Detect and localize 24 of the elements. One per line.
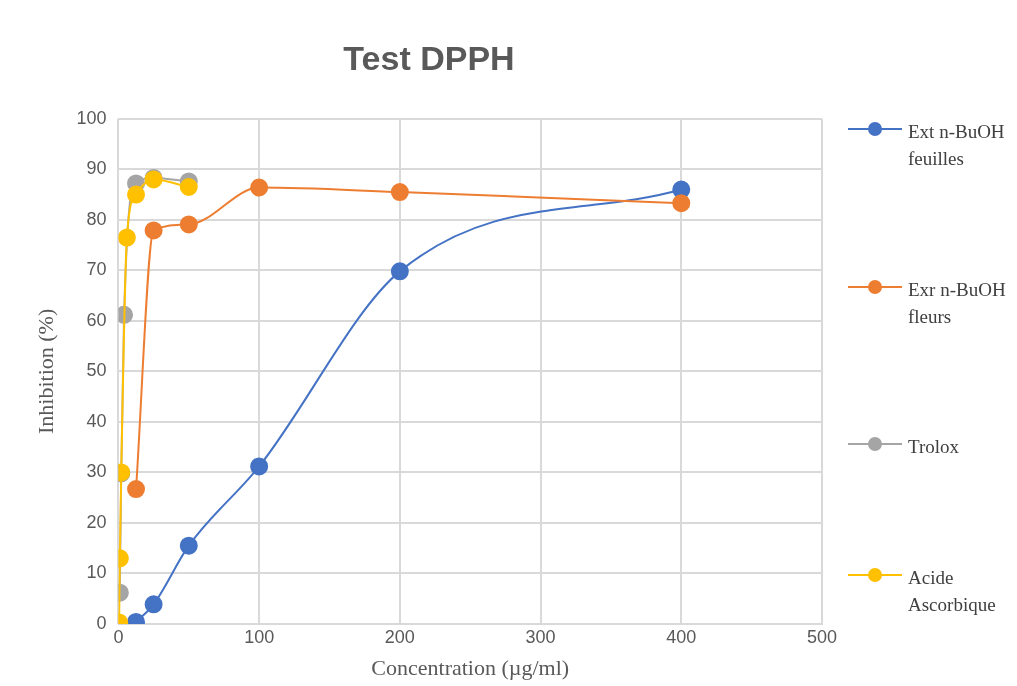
legend-label: Ext n-BuOH feuilles <box>908 120 1006 171</box>
x-tick-label: 500 <box>806 626 838 647</box>
y-tick-label: 60 <box>86 309 107 330</box>
y-tick-label: 30 <box>86 461 107 482</box>
x-tick-label: 200 <box>384 626 415 647</box>
y-tick-label: 90 <box>86 158 107 179</box>
y-tick-label: 10 <box>86 562 107 583</box>
legend-label: Acide Ascorbique <box>908 565 997 617</box>
x-tick-label: 300 <box>525 626 556 647</box>
chart-title: Test DPPH <box>343 38 515 77</box>
y-tick-label: 80 <box>86 208 107 229</box>
y-tick-label: 0 <box>96 612 107 633</box>
legend-label: Trolox <box>908 435 961 460</box>
x-tick-label: 400 <box>666 626 697 647</box>
y-tick-label: 40 <box>86 410 107 431</box>
legend-label: Exr n-BuOH fleurs <box>908 277 1007 329</box>
y-tick-label: 20 <box>86 511 107 532</box>
x-tick-label: 100 <box>244 626 275 647</box>
y-axis-title: Inhibition (%) <box>32 308 58 435</box>
y-tick-label: 100 <box>76 107 107 128</box>
x-tick-label: 0 <box>113 626 124 647</box>
y-tick-label: 70 <box>86 259 107 280</box>
x-axis-title: Concentration (µg/ml) <box>371 654 570 680</box>
y-tick-label: 50 <box>86 360 107 381</box>
